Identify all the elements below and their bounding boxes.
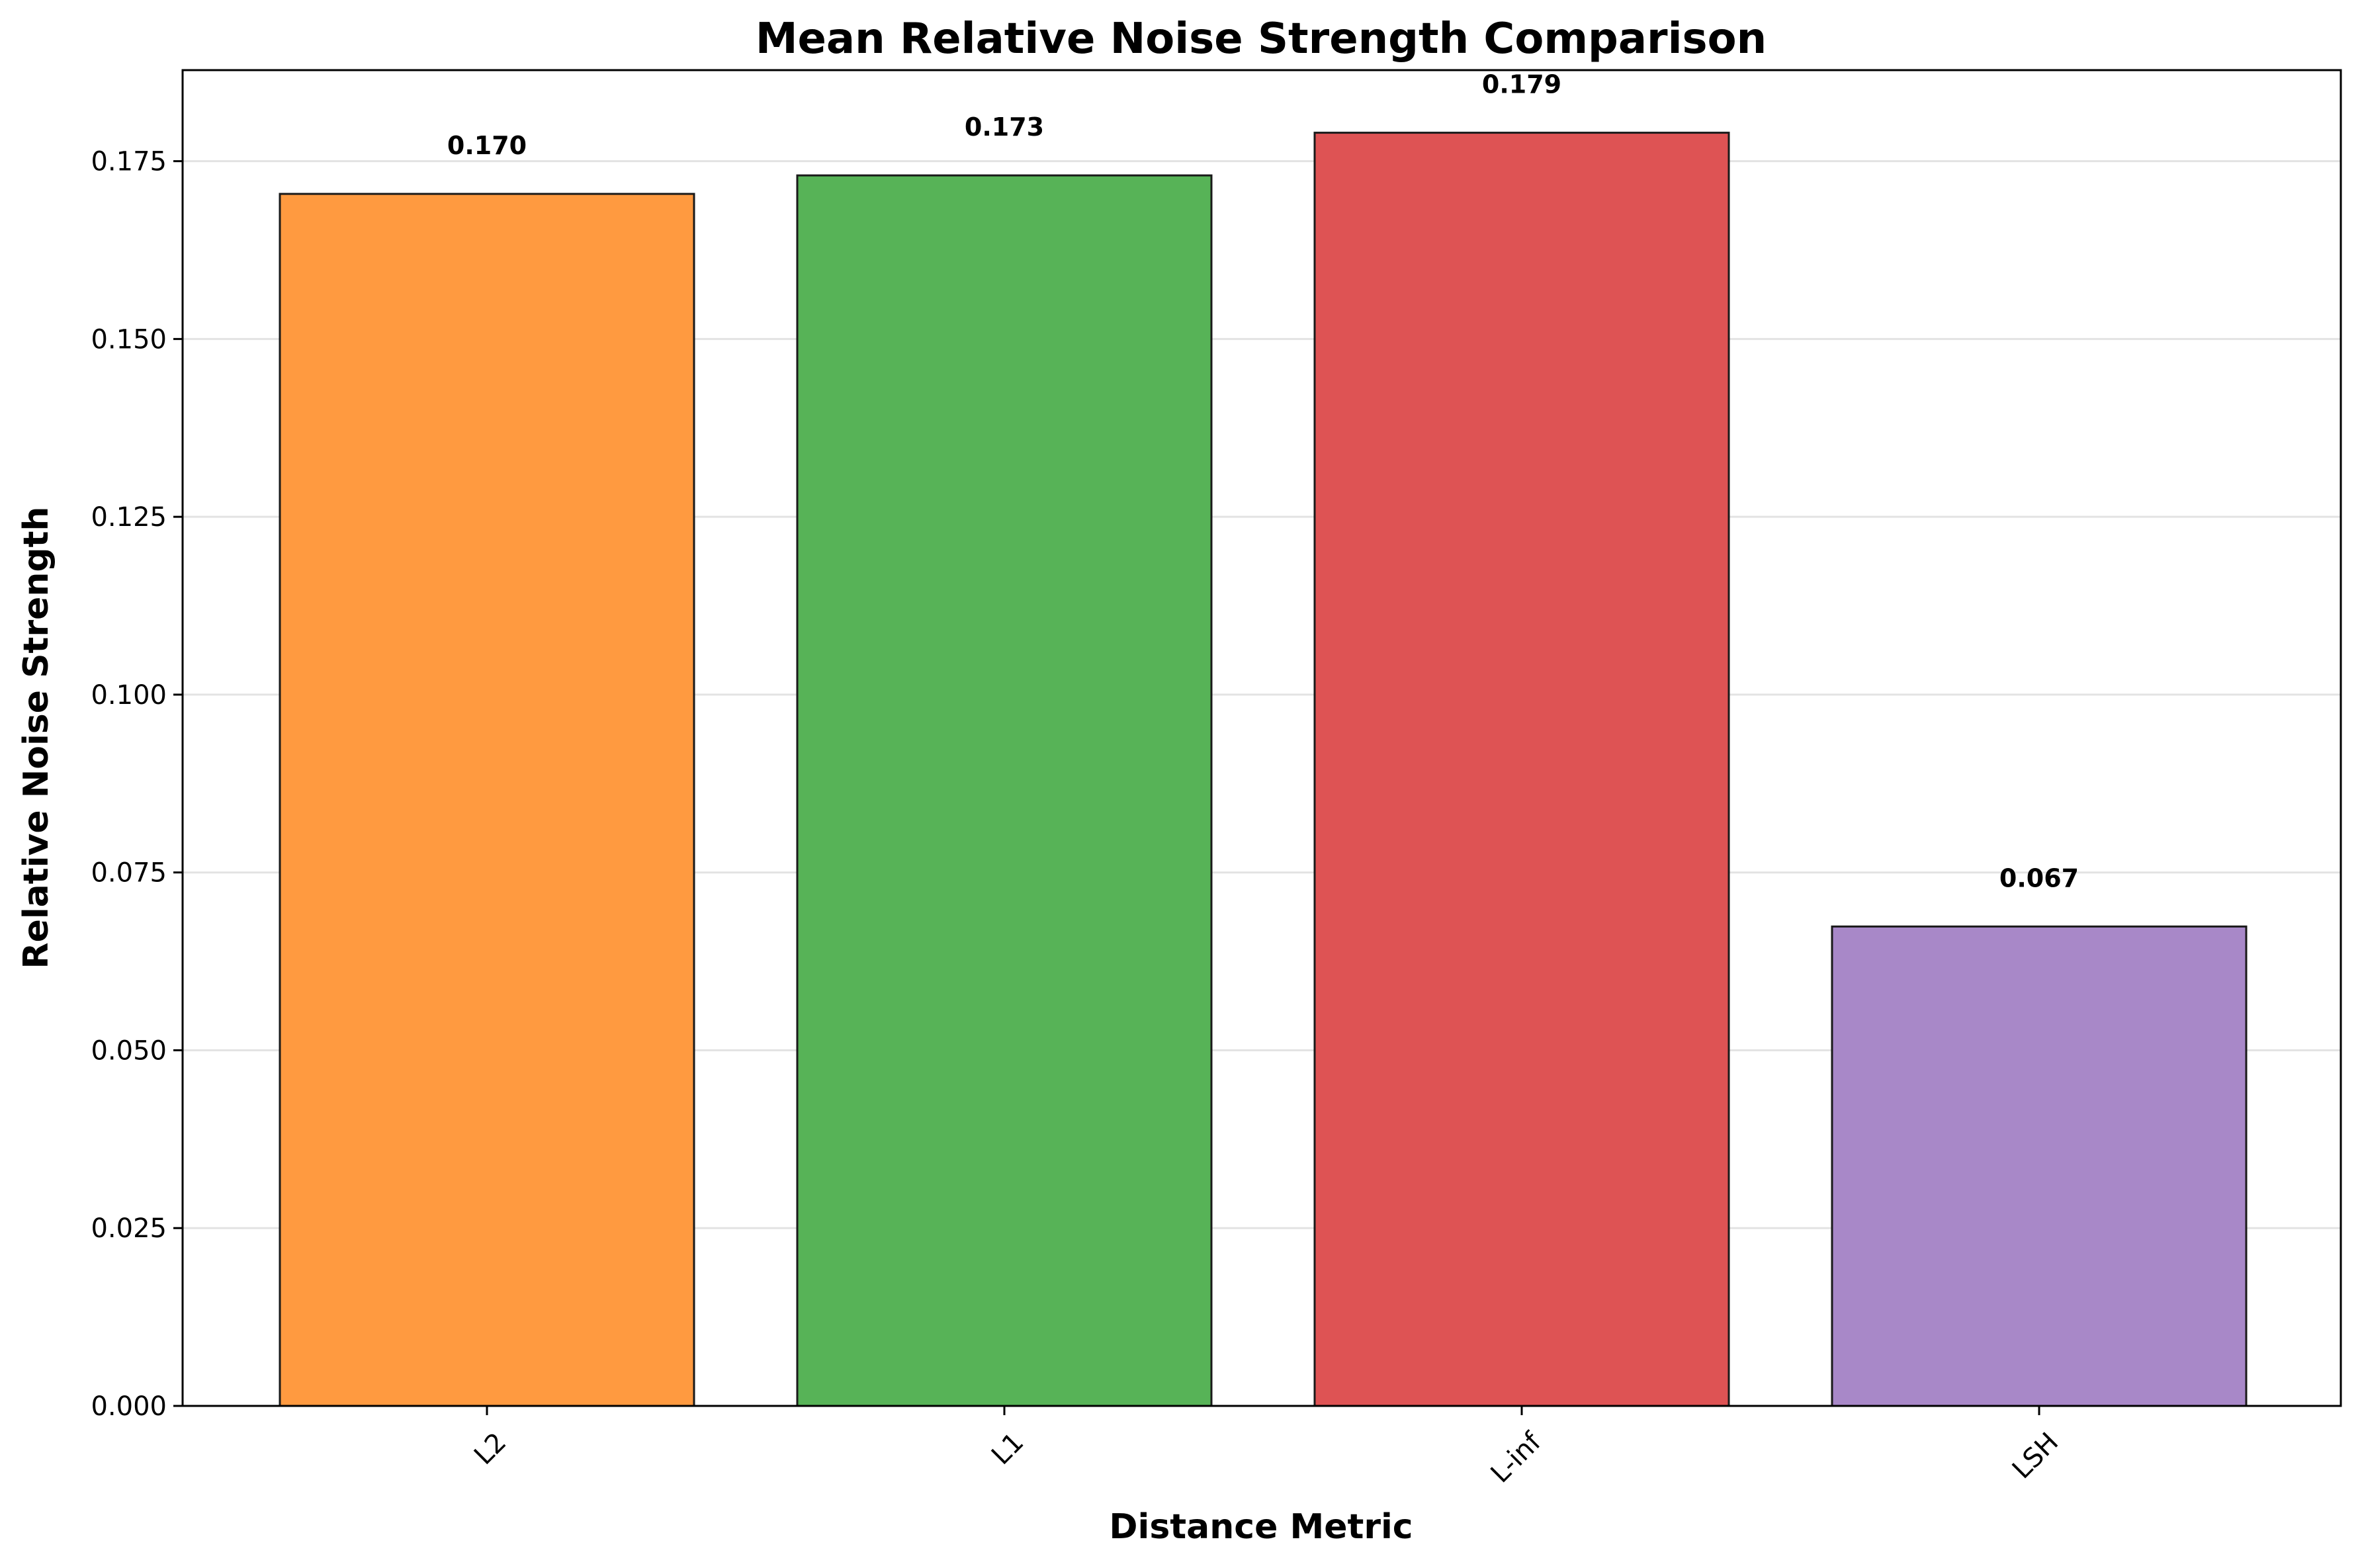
y-axis-title: Relative Noise Strength <box>17 507 56 969</box>
plot-frame <box>181 69 2342 1407</box>
x-tick-label: L2 <box>468 1427 512 1471</box>
y-tick-label: 0.075 <box>91 858 167 889</box>
data-labels: 0.170 0.173 0.179 0.067 <box>447 70 2079 893</box>
x-axis: L2 L1 L-inf LSH <box>468 1406 2064 1489</box>
bar-l-inf <box>1313 132 1730 1407</box>
data-label-l1: 0.173 <box>965 112 1044 142</box>
x-tick-label: L1 <box>986 1427 1029 1471</box>
y-tick-label: 0.125 <box>91 502 167 533</box>
y-tick-label: 0.175 <box>91 147 167 177</box>
x-tick-label: LSH <box>2007 1427 2065 1485</box>
y-tick-label: 0.050 <box>91 1035 167 1066</box>
bar-lsh <box>1831 925 2248 1407</box>
data-label-l2: 0.170 <box>447 131 527 160</box>
y-tick-label: 0.150 <box>91 324 167 355</box>
y-axis: 0.000 0.025 0.050 0.075 0.100 0.125 0.150 0.175 <box>91 147 183 1422</box>
bar-l2 <box>279 193 695 1407</box>
x-tick-label: L-inf <box>1485 1426 1548 1489</box>
y-tick-label: 0.000 <box>91 1391 167 1422</box>
data-label-lsh: 0.067 <box>1999 863 2079 893</box>
y-tick-label: 0.100 <box>91 680 167 711</box>
chart-title: Mean Relative Noise Strength Comparison <box>756 15 1767 64</box>
y-tick-label: 0.025 <box>91 1213 167 1244</box>
bars <box>279 132 2248 1407</box>
x-axis-title: Distance Metric <box>1109 1507 1413 1547</box>
bar-l1 <box>796 174 1213 1407</box>
data-label-l-inf: 0.179 <box>1482 70 1561 99</box>
